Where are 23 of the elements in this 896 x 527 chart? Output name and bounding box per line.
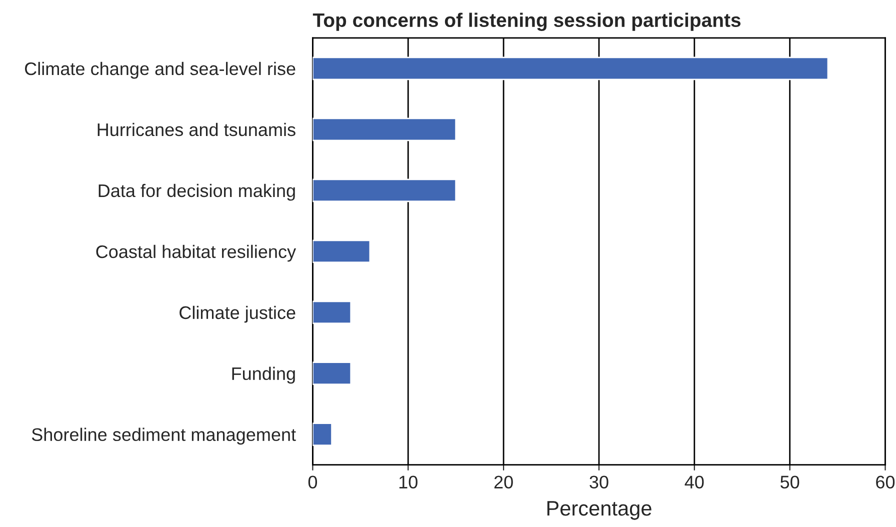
y-tick-label: Funding (232, 366, 295, 384)
x-tick-label: 20 (494, 476, 513, 488)
bar (312, 240, 371, 264)
x-tick-label: 60 (876, 476, 895, 488)
y-tick-label: Coastal habitat resiliency (96, 244, 296, 262)
bar (312, 178, 457, 202)
bar (312, 422, 332, 446)
bar (312, 300, 352, 324)
y-tick-label: Data for decision making (98, 184, 295, 201)
bar (312, 362, 352, 386)
x-axis-title: Percentage (547, 501, 652, 520)
x-tick-label: 40 (684, 476, 704, 488)
chart-title: Top concerns of listening session participants (312, 12, 740, 31)
x-tick-label: 50 (780, 476, 800, 488)
y-tick-label: Shoreline sediment management (32, 428, 296, 445)
x-tick-label: 30 (590, 476, 608, 488)
x-tick-label: 0 (308, 476, 318, 488)
y-tick-label: Climate change and sea-level rise (24, 62, 296, 79)
y-tick-label: Hurricanes and tsunamis (98, 122, 296, 136)
x-tick-label: 10 (399, 476, 418, 488)
bar (312, 56, 829, 80)
bar (312, 118, 457, 142)
y-tick-label: Climate justice (180, 306, 296, 323)
